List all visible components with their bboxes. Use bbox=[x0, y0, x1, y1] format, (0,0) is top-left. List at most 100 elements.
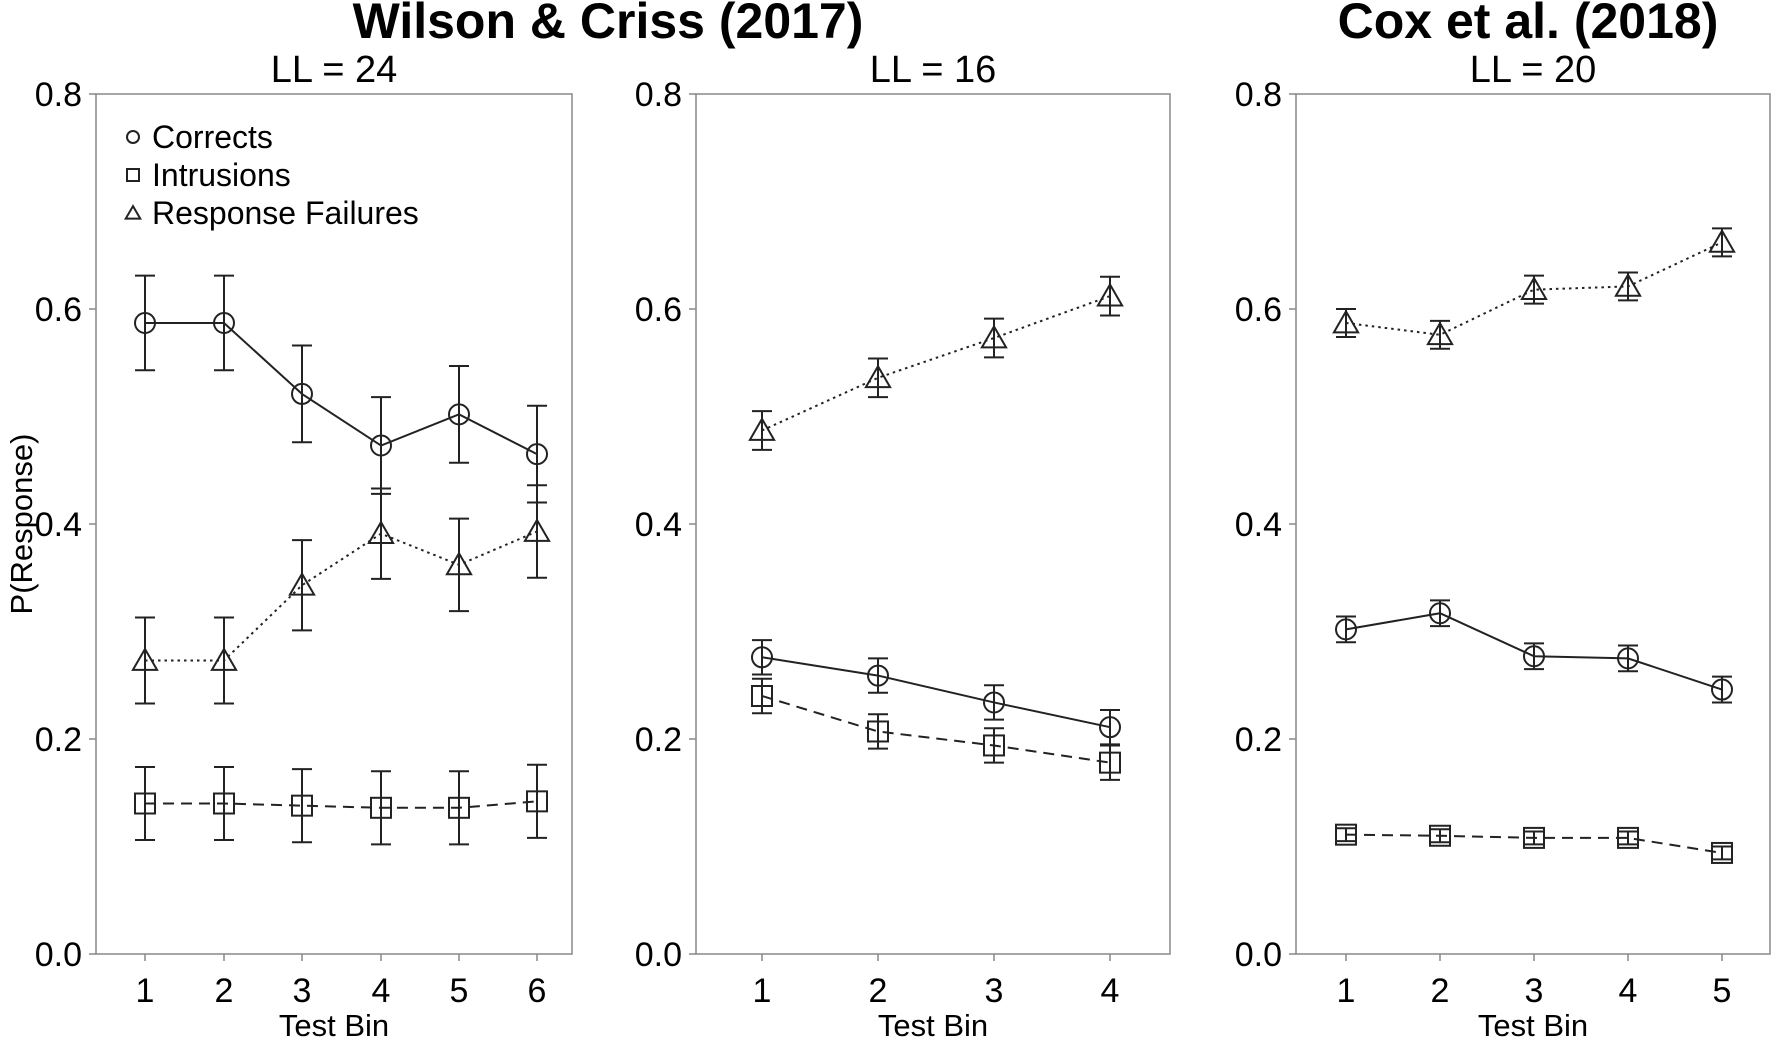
data-point-intrusions bbox=[370, 796, 392, 819]
group-title-cox: Cox et al. (2018) bbox=[1338, 0, 1719, 49]
data-point-response-failures bbox=[1332, 309, 1360, 334]
y-tick-label: 0.8 bbox=[1235, 76, 1282, 114]
series-intrusions bbox=[1335, 823, 1733, 864]
data-point-corrects bbox=[1429, 602, 1451, 625]
legend-item-intrusions: Intrusions bbox=[126, 157, 291, 193]
y-tick-label: 0.6 bbox=[635, 291, 682, 329]
data-point-intrusions bbox=[867, 720, 889, 743]
series-line-corrects bbox=[145, 321, 538, 456]
series-corrects bbox=[751, 639, 1121, 746]
data-point-intrusions bbox=[1711, 841, 1733, 864]
y-tick-label: 0.6 bbox=[35, 291, 82, 329]
series-line-response-failures bbox=[761, 295, 1111, 432]
data-point-corrects bbox=[1523, 645, 1545, 668]
data-point-response-failures bbox=[210, 646, 238, 671]
legend-label-intrusions: Intrusions bbox=[152, 157, 291, 193]
chart-panel-3: LL = 20 0.0 0.2 0.4 0.6 0.8 1 2 3 4 5 Test Bin bbox=[1235, 49, 1771, 1043]
y-tick-label: 0.4 bbox=[1235, 506, 1282, 544]
x-tick-label: 4 bbox=[1101, 972, 1120, 1010]
data-point-response-failures bbox=[1614, 272, 1642, 297]
series-response-failures bbox=[1332, 227, 1736, 350]
panel-title: LL = 20 bbox=[1470, 49, 1596, 91]
x-tick-label: 5 bbox=[1713, 972, 1732, 1010]
chart-panels: LL = 24 0.0 0.2 0.4 0.6 0.8 1 2 3 4 5 6 Test Bin P(Re… bbox=[4, 49, 1771, 1043]
data-point-intrusions bbox=[526, 790, 548, 813]
data-point-intrusions bbox=[1617, 826, 1639, 849]
y-tick-label: 0.2 bbox=[635, 721, 682, 759]
y-tick-label: 0.4 bbox=[635, 506, 682, 544]
y-tick-label: 0.0 bbox=[635, 936, 682, 974]
x-tick-label: 6 bbox=[528, 972, 547, 1010]
data-point-corrects bbox=[1335, 618, 1357, 641]
x-tick-label: 3 bbox=[293, 972, 312, 1010]
group-title-wilson-criss: Wilson & Criss (2017) bbox=[353, 0, 864, 49]
y-tick-label: 0.8 bbox=[635, 76, 682, 114]
series-corrects bbox=[1335, 599, 1733, 704]
data-point-response-failures bbox=[980, 324, 1008, 349]
data-point-response-failures bbox=[131, 646, 159, 671]
x-tick-label: 2 bbox=[215, 972, 234, 1010]
data-point-response-failures bbox=[864, 364, 892, 389]
x-tick-label: 2 bbox=[869, 972, 888, 1010]
data-point-corrects bbox=[448, 403, 470, 426]
data-point-corrects bbox=[751, 646, 773, 669]
x-tick-label: 1 bbox=[1337, 972, 1356, 1010]
data-point-intrusions bbox=[134, 792, 156, 815]
panel-title: LL = 24 bbox=[271, 49, 397, 91]
legend-marker-response-failures bbox=[124, 204, 142, 220]
y-tick-label: 0.4 bbox=[35, 506, 82, 544]
series-line-intrusions bbox=[145, 800, 538, 809]
legend-marker-corrects bbox=[126, 130, 140, 144]
data-point-corrects bbox=[1711, 678, 1733, 701]
chart-panel-1: LL = 24 0.0 0.2 0.4 0.6 0.8 1 2 3 4 5 6 Test Bin P(Re… bbox=[4, 49, 573, 1043]
x-tick-label: 2 bbox=[1431, 972, 1450, 1010]
x-tick-label: 3 bbox=[985, 972, 1004, 1010]
data-point-corrects bbox=[1617, 647, 1639, 670]
data-point-corrects bbox=[867, 664, 889, 687]
legend-marker-intrusions bbox=[126, 168, 140, 182]
data-point-response-failures bbox=[523, 517, 551, 542]
data-point-intrusions bbox=[1335, 823, 1357, 846]
data-point-intrusions bbox=[213, 792, 235, 815]
data-point-corrects bbox=[291, 382, 313, 405]
data-point-intrusions bbox=[1099, 751, 1121, 774]
data-point-corrects bbox=[983, 691, 1005, 714]
y-tick-label: 0.2 bbox=[35, 721, 82, 759]
x-tick-label: 3 bbox=[1525, 972, 1544, 1010]
y-tick-label: 0.6 bbox=[1235, 291, 1282, 329]
data-point-response-failures bbox=[288, 571, 316, 596]
data-point-intrusions bbox=[1429, 824, 1451, 847]
legend-marker-intrusions bbox=[126, 168, 140, 182]
data-point-intrusions bbox=[448, 796, 470, 819]
x-tick-label: 1 bbox=[753, 972, 772, 1010]
legend-label-response-failures: Response Failures bbox=[152, 195, 419, 231]
data-point-intrusions bbox=[291, 794, 313, 817]
x-axis-label: Test Bin bbox=[1478, 1008, 1588, 1043]
legend-label-corrects: Corrects bbox=[152, 119, 273, 155]
data-point-response-failures bbox=[748, 416, 776, 441]
x-axis-label: Test Bin bbox=[279, 1008, 389, 1043]
series-line-intrusions bbox=[761, 695, 1111, 764]
series-line-response-failures bbox=[145, 530, 538, 662]
data-point-corrects bbox=[1099, 716, 1121, 739]
legend-marker-corrects bbox=[126, 130, 140, 144]
data-point-intrusions bbox=[1523, 826, 1545, 849]
data-point-corrects bbox=[213, 311, 235, 334]
data-point-response-failures bbox=[1708, 228, 1736, 253]
data-point-intrusions bbox=[983, 734, 1005, 757]
series-corrects bbox=[134, 274, 548, 504]
series-intrusions bbox=[134, 763, 548, 846]
data-point-response-failures bbox=[1096, 282, 1124, 307]
data-point-response-failures bbox=[1426, 321, 1454, 346]
plot-frame bbox=[695, 93, 1171, 955]
panel-title: LL = 16 bbox=[870, 49, 996, 91]
y-tick-label: 0.8 bbox=[35, 76, 82, 114]
x-axis-label: Test Bin bbox=[878, 1008, 988, 1043]
plot-frame bbox=[1295, 93, 1771, 955]
x-tick-label: 4 bbox=[372, 972, 391, 1010]
series-response-failures bbox=[748, 275, 1124, 451]
x-tick-label: 5 bbox=[450, 972, 469, 1010]
x-tick-label: 4 bbox=[1619, 972, 1638, 1010]
legend-marker-response-failures bbox=[124, 204, 142, 220]
legend-item-corrects: Corrects bbox=[126, 119, 273, 155]
